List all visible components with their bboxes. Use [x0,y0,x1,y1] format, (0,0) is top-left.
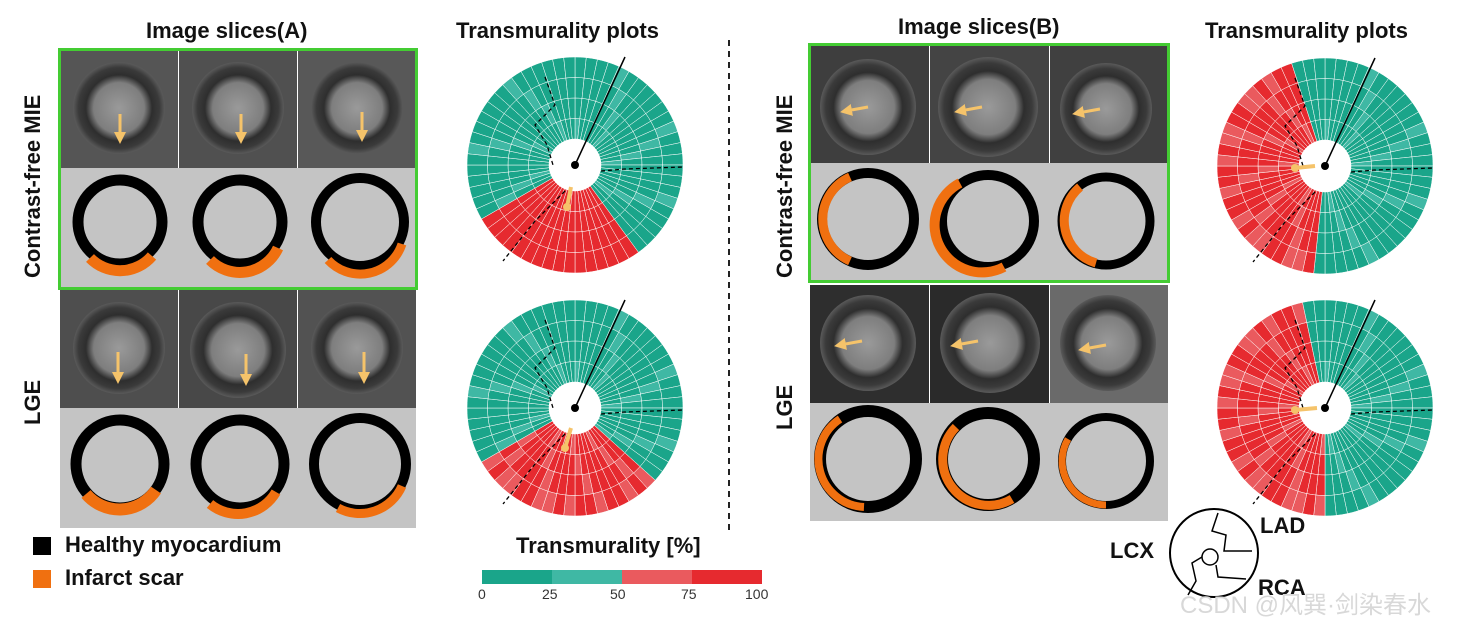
polar-territory-boundary [1252,191,1316,263]
section-divider [728,40,730,530]
arrow-icon [1078,342,1107,354]
polar-territory-boundary [1350,167,1434,173]
transmurality-plot-a-lge [466,299,684,517]
colorbar-tick: 75 [681,586,697,602]
mri-row-b-mie [810,45,1168,163]
mask-row-a-lge [60,408,416,528]
polar-segment [466,164,489,177]
transmurality-plot-b-mie [1216,57,1434,275]
plots-a-title: Transmurality plots [456,18,659,43]
mri-row-b-lge [810,285,1168,403]
legend-swatch-scar [33,570,51,588]
polar-segment [563,299,576,322]
arrow-icon [954,104,983,116]
legend-swatch-healthy [33,537,51,555]
polar-territory-boundary [534,76,556,166]
mask-row-a-mie [60,168,416,288]
polar-segment [563,56,576,79]
polar-segment [1324,494,1337,517]
polar-territory-boundary [600,166,684,172]
polar-reference-line [1324,57,1376,167]
highlight-box-a [58,48,418,290]
arrow-icon [1291,164,1299,172]
polar-territory-boundary [502,190,566,262]
colorbar-title: Transmurality [%] [516,533,701,558]
territory-label-rca: RCA [1258,575,1306,600]
colorbar [482,570,762,584]
polar-territory-boundary [600,409,684,415]
polar-territory-boundary [534,319,556,409]
polar-segment [574,494,587,517]
row-label-a-top: Contrast-free MIE [20,94,45,278]
row-label-b-top: Contrast-free MIE [772,94,797,278]
polar-segment [1216,407,1239,420]
territory-diagram [1169,508,1259,598]
row-label-a-bottom: LGE [20,379,45,425]
polar-segment [1324,252,1337,275]
arrow-icon [563,203,571,211]
transmurality-plot-a-mie [466,56,684,274]
legend-label-scar: Infarct scar [65,565,184,590]
arrow-icon [561,444,569,452]
arrow-icon [1291,406,1299,414]
mri-row-a-mie [60,50,416,168]
polar-reference-line [1324,299,1376,409]
territory-label-lad: LAD [1260,513,1306,538]
polar-territory-boundary [1284,77,1306,167]
polar-segment [661,396,684,409]
colorbar-tick: 0 [478,586,486,602]
territory-label-lcx: LCX [1110,538,1154,563]
arrow-icon [950,338,979,350]
plots-b-title: Transmurality plots [1205,18,1408,43]
polar-segment [1411,154,1434,167]
transmurality-plot-b-lge [1216,299,1434,517]
colorbar-tick: 25 [542,586,558,602]
colorbar-tick: 50 [610,586,626,602]
polar-segment [1313,299,1326,322]
colorbar-tick: 100 [745,586,769,602]
polar-segment [1216,165,1239,178]
polar-segment [1411,396,1434,409]
polar-segment [661,153,684,166]
mask-row-b-mie [810,163,1168,281]
polar-segment [1313,57,1326,80]
slices-a-title: Image slices(A) [146,18,308,43]
watermark: CSDN @风巽·剑染春水 [1180,592,1432,619]
mask-row-b-lge [810,403,1168,521]
polar-territory-boundary [502,433,566,505]
polar-territory-boundary [1284,319,1306,409]
polar-territory-boundary [1252,433,1316,505]
legend-label-healthy: Healthy myocardium [65,532,282,557]
polar-territory-boundary [1350,409,1434,415]
arrow-icon [840,104,869,116]
polar-segment [574,251,587,274]
polar-reference-line [574,56,626,166]
row-label-b-bottom: LGE [772,384,797,430]
polar-reference-line [574,299,626,409]
arrow-icon [834,338,863,350]
highlight-box-b [808,43,1170,283]
mri-row-a-lge [60,290,416,408]
polar-segment [466,407,489,420]
slices-b-title: Image slices(B) [898,14,1060,39]
arrow-icon [1072,106,1101,118]
